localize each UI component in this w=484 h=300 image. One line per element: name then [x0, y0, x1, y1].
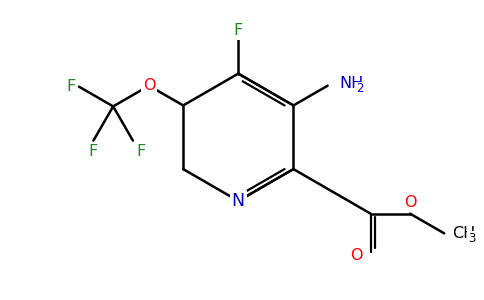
- Text: O: O: [143, 78, 155, 93]
- Text: F: F: [234, 23, 243, 38]
- Text: F: F: [89, 144, 98, 159]
- Text: F: F: [67, 79, 76, 94]
- Text: 2: 2: [356, 82, 363, 95]
- Text: CH: CH: [452, 226, 475, 241]
- Text: F: F: [136, 144, 145, 159]
- Text: O: O: [350, 248, 363, 262]
- Text: NH: NH: [339, 76, 363, 91]
- Text: N: N: [232, 192, 245, 210]
- Text: O: O: [404, 196, 416, 211]
- Text: 3: 3: [468, 232, 475, 245]
